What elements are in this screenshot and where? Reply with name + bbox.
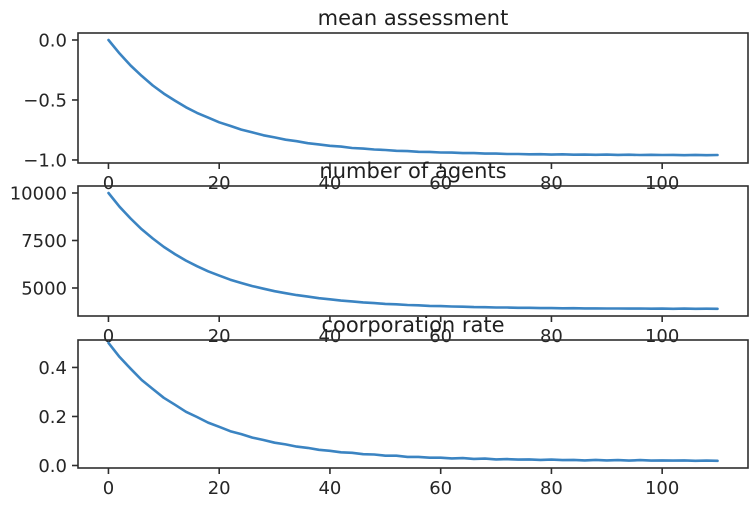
axes-border	[77, 32, 749, 164]
x-tick-label: 80	[540, 478, 563, 499]
x-tick-label: 20	[208, 326, 231, 347]
y-tick-label: 0.4	[38, 358, 67, 379]
y-tick-label: 0.0	[38, 30, 67, 51]
x-tick-label: 40	[318, 173, 341, 194]
plot-line	[107, 191, 719, 311]
x-tick-label: 20	[208, 478, 231, 499]
y-tick-label: 10000	[10, 183, 67, 204]
plot-line	[107, 341, 719, 463]
y-tick-label: −1.0	[23, 150, 67, 171]
x-tick-label: 100	[645, 478, 679, 499]
chart-title-number-of-agents: number of agents	[319, 159, 507, 183]
x-tick-label: 100	[645, 326, 679, 347]
x-tick-label: 40	[318, 478, 341, 499]
y-tick-label: 0.0	[38, 456, 67, 477]
y-tick-label: −0.5	[23, 90, 67, 111]
x-tick-label: 40	[318, 326, 341, 347]
y-tick-label: 7500	[21, 231, 67, 252]
chart-title-coorporation-rate: coorporation rate	[321, 313, 505, 337]
x-tick-label: 20	[208, 173, 231, 194]
x-tick-label: 80	[540, 173, 563, 194]
y-tick-label: 0.2	[38, 407, 67, 428]
chart-title-mean-assessment: mean assessment	[317, 6, 509, 30]
x-tick-label: 60	[429, 478, 452, 499]
x-tick-label: 0	[103, 173, 114, 194]
x-tick-label: 80	[540, 326, 563, 347]
axes-border	[77, 185, 749, 317]
x-tick-label: 60	[429, 173, 452, 194]
x-tick-label: 0	[103, 326, 114, 347]
y-tick-label: 5000	[21, 278, 67, 299]
plot-line	[107, 38, 719, 157]
x-tick-label: 0	[103, 478, 114, 499]
x-tick-label: 60	[429, 326, 452, 347]
x-tick-label: 100	[645, 173, 679, 194]
axes-border	[77, 339, 749, 469]
